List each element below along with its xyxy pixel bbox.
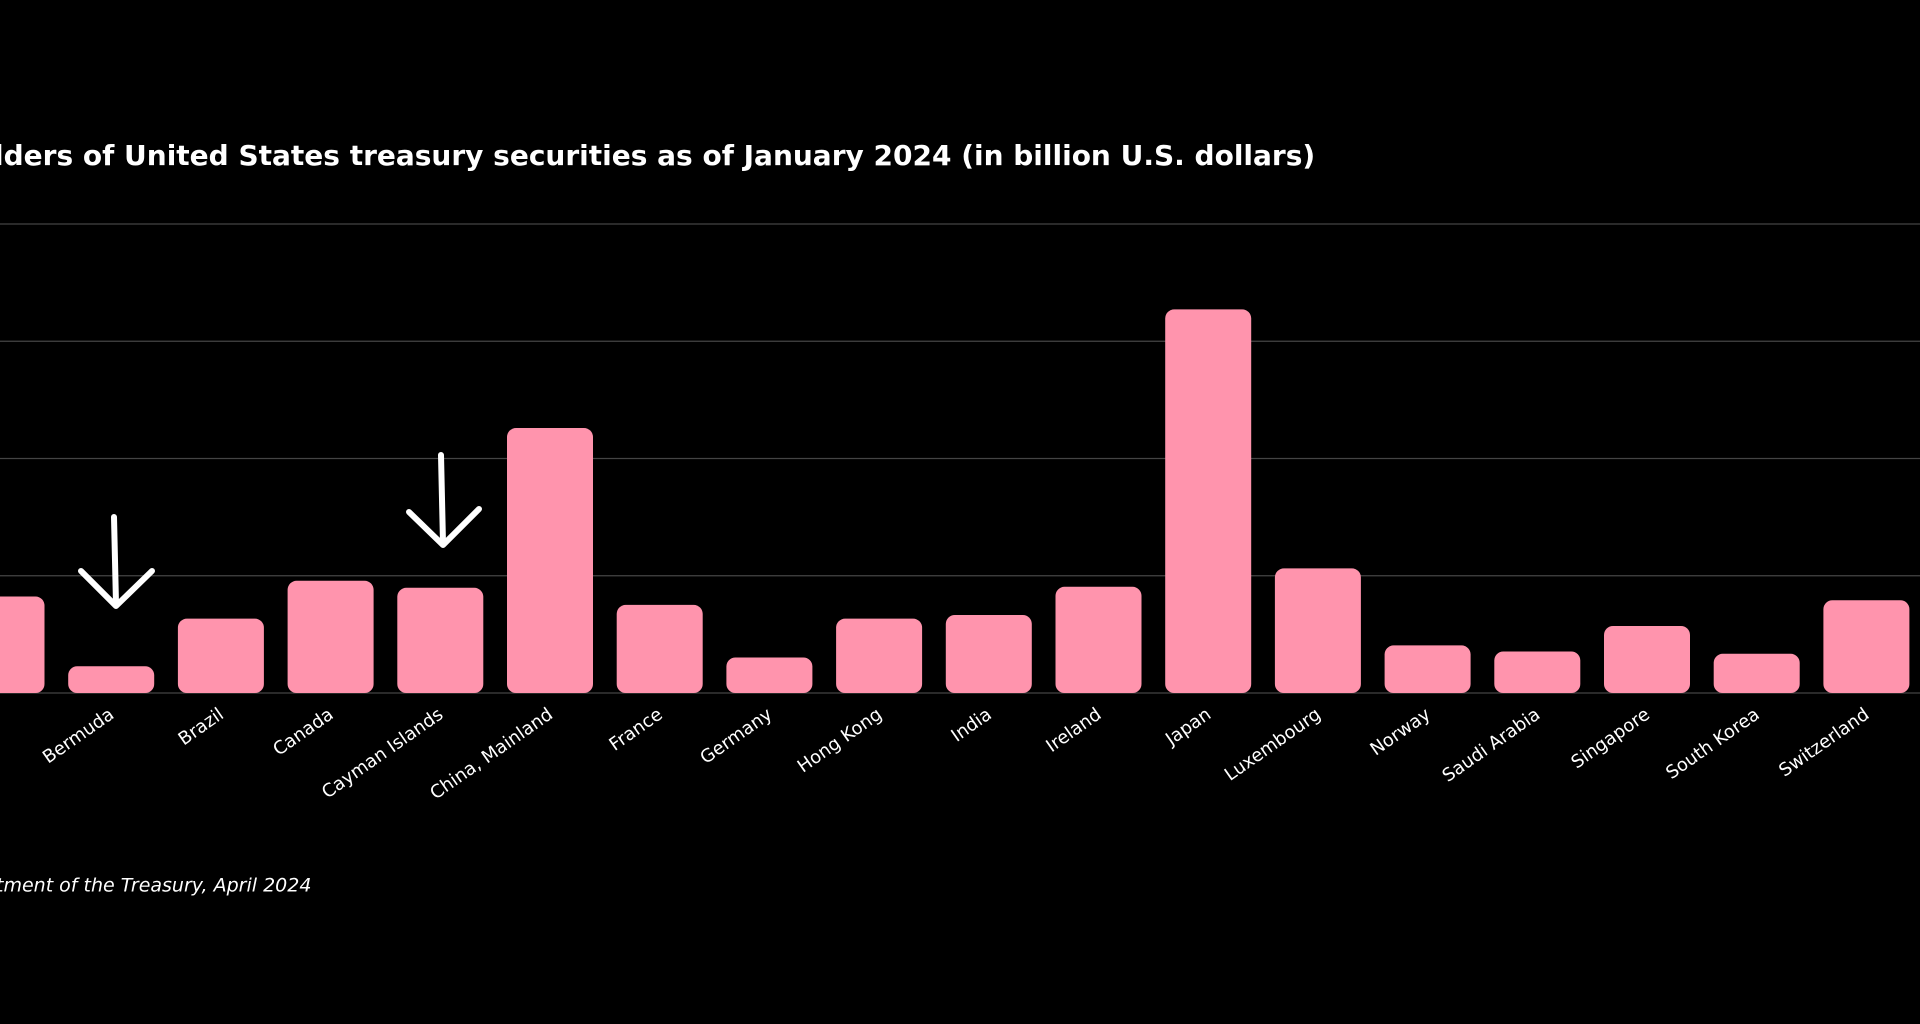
x-tick-label: China, Mainland bbox=[426, 704, 557, 804]
bar bbox=[1274, 568, 1361, 693]
bar bbox=[616, 604, 703, 693]
x-tick-label: Ireland bbox=[1042, 704, 1105, 757]
source: tment of the Treasury, April 2024 bbox=[0, 875, 311, 897]
bar bbox=[177, 618, 264, 693]
x-tick-label: Saudi Arabia bbox=[1439, 704, 1545, 787]
bar bbox=[726, 657, 813, 693]
x-tick-label: Switzerland bbox=[1775, 704, 1873, 781]
bar bbox=[1713, 653, 1800, 693]
x-tick-label: Singapore bbox=[1567, 704, 1653, 773]
arrow bbox=[78, 514, 155, 609]
annotation-arrows bbox=[78, 452, 482, 609]
bar bbox=[68, 666, 155, 693]
bar bbox=[1604, 626, 1690, 693]
bar bbox=[397, 587, 484, 693]
bar bbox=[1823, 600, 1910, 693]
x-tick-label: Hong Kong bbox=[794, 704, 886, 777]
bar bbox=[287, 580, 374, 693]
bar bbox=[945, 614, 1032, 693]
x-tick-label: India bbox=[947, 704, 995, 747]
x-tick-label: Norway bbox=[1366, 704, 1434, 761]
x-tick-label: Brazil bbox=[175, 704, 228, 750]
bar bbox=[1055, 586, 1142, 693]
bar bbox=[507, 428, 593, 693]
bar bbox=[1384, 645, 1471, 693]
bars bbox=[0, 309, 1910, 693]
x-tick-label: Japan bbox=[1161, 704, 1215, 751]
bar bbox=[1494, 651, 1581, 693]
x-tick-label: Canada bbox=[269, 704, 337, 760]
x-tick-label: South Korea bbox=[1662, 704, 1763, 784]
x-tick-label: France bbox=[605, 704, 666, 756]
bar bbox=[0, 596, 45, 693]
bar bbox=[1165, 309, 1252, 693]
chart-title: lders of United States treasury securiti… bbox=[0, 139, 1315, 172]
grid bbox=[0, 223, 1920, 694]
x-tick-label: Luxembourg bbox=[1221, 704, 1325, 786]
bar bbox=[836, 618, 923, 693]
x-tick-label: Germany bbox=[696, 704, 776, 769]
arrow bbox=[406, 452, 482, 548]
x-tick-label: Bermuda bbox=[39, 704, 118, 768]
